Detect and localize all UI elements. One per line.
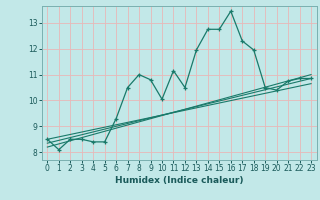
X-axis label: Humidex (Indice chaleur): Humidex (Indice chaleur) — [115, 176, 244, 185]
